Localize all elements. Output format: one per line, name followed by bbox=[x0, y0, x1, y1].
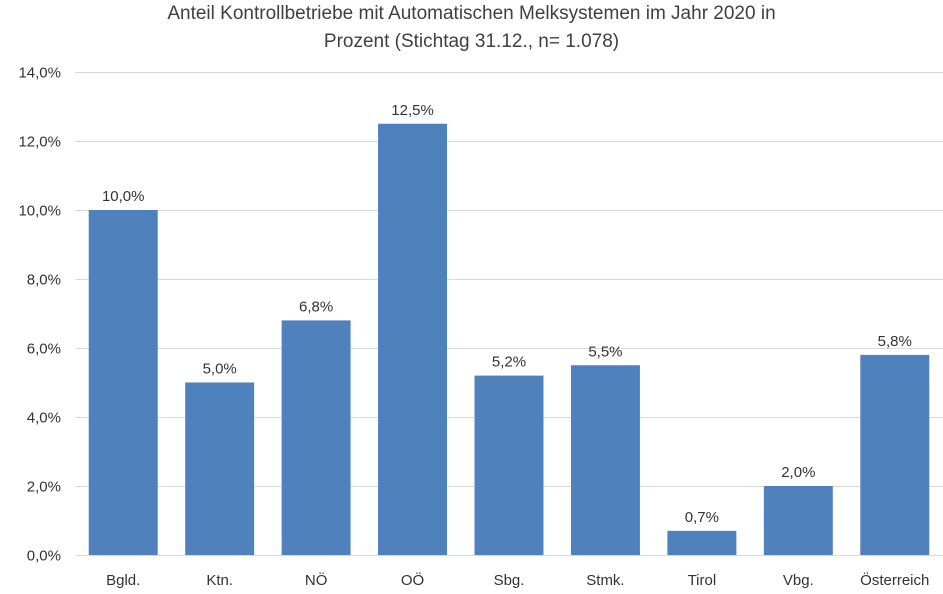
chart-title: Anteil Kontrollbetriebe mit Automatische… bbox=[0, 0, 943, 56]
x-category-label: Bgld. bbox=[106, 572, 140, 589]
data-label: 5,0% bbox=[203, 361, 237, 378]
y-tick-label: 10,0% bbox=[18, 203, 61, 220]
x-category-label: Vbg. bbox=[783, 572, 814, 589]
x-category-label: OÖ bbox=[401, 571, 424, 589]
x-category-label: Stmk. bbox=[586, 572, 624, 589]
bar-3 bbox=[378, 123, 448, 555]
data-label: 10,0% bbox=[102, 188, 145, 205]
y-tick-label: 2,0% bbox=[27, 479, 61, 496]
y-tick-label: 12,0% bbox=[18, 134, 61, 151]
y-tick-label: 6,0% bbox=[27, 341, 61, 358]
data-label: 5,5% bbox=[588, 343, 622, 360]
bar-5 bbox=[570, 365, 640, 555]
bar-6 bbox=[667, 530, 737, 555]
x-category-label: NÖ bbox=[305, 571, 328, 589]
data-label: 5,8% bbox=[878, 333, 912, 350]
data-label: 6,8% bbox=[299, 298, 333, 315]
bar-4 bbox=[474, 375, 544, 555]
bar-0 bbox=[88, 210, 158, 555]
y-tick-label: 4,0% bbox=[27, 410, 61, 427]
chart-title-line-2: Prozent (Stichtag 31.12., n= 1.078) bbox=[323, 31, 620, 52]
y-tick-label: 8,0% bbox=[27, 272, 61, 289]
x-category-label: Sbg. bbox=[494, 572, 525, 589]
chart-title-line-1: Anteil Kontrollbetriebe mit Automatische… bbox=[167, 3, 776, 24]
y-tick-label: 14,0% bbox=[18, 65, 61, 82]
x-category-label: Österreich bbox=[860, 571, 929, 589]
data-label: 0,7% bbox=[685, 509, 719, 526]
x-category-label: Ktn. bbox=[206, 572, 233, 589]
y-tick-label: 0,0% bbox=[27, 548, 61, 565]
data-label: 12,5% bbox=[391, 102, 434, 119]
bar-7 bbox=[763, 486, 833, 555]
x-category-label: Tirol bbox=[688, 572, 717, 589]
bar-1 bbox=[185, 382, 255, 555]
bar-2 bbox=[281, 320, 351, 555]
bar-8 bbox=[860, 354, 930, 555]
data-label: 5,2% bbox=[492, 354, 526, 371]
data-label: 2,0% bbox=[781, 464, 815, 481]
